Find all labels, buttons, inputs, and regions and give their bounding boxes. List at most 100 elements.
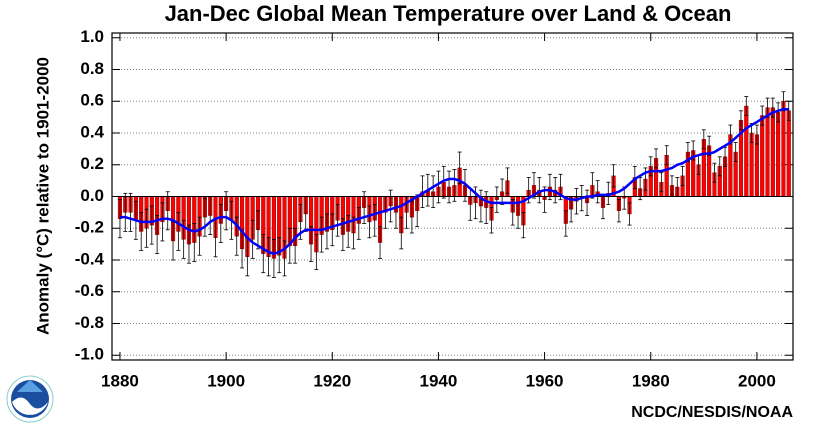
- error-bar: [648, 156, 653, 177]
- plot-frame: [111, 32, 794, 361]
- source-label: NCDC/NESDIS/NOAA: [631, 404, 793, 421]
- error-bar: [717, 156, 722, 177]
- error-bar: [786, 100, 791, 121]
- chart-title: Jan-Dec Global Mean Temperature over Lan…: [165, 1, 732, 26]
- x-tick-label: 2000: [738, 371, 776, 390]
- y-tick-label: 1.0: [80, 27, 104, 46]
- error-bar: [319, 216, 324, 253]
- error-bar: [600, 196, 605, 220]
- error-bar: [738, 110, 743, 131]
- y-tick-label: -0.6: [75, 281, 104, 300]
- error-bar: [489, 207, 494, 234]
- error-bar: [314, 234, 319, 270]
- error-bar: [117, 199, 122, 239]
- y-tick-label: 0.4: [80, 122, 104, 141]
- error-bar: [595, 180, 600, 204]
- error-bar: [505, 167, 510, 194]
- error-bar: [712, 162, 717, 183]
- bar: [786, 110, 791, 197]
- error-bar: [553, 177, 558, 204]
- error-bar: [383, 196, 388, 229]
- error-bar: [537, 177, 542, 204]
- error-bar: [128, 192, 133, 232]
- error-bar: [351, 216, 356, 250]
- error-bar: [654, 148, 659, 169]
- error-bar: [500, 178, 505, 205]
- error-bar: [293, 227, 298, 264]
- y-tick-label: -0.4: [75, 249, 105, 268]
- error-bar: [144, 208, 149, 248]
- error-bar: [436, 170, 441, 204]
- error-bar: [335, 204, 340, 237]
- x-tick-label: 1960: [526, 371, 564, 390]
- error-bar: [574, 188, 579, 215]
- y-tick-label: 0.6: [80, 91, 104, 110]
- error-bar: [186, 224, 191, 264]
- error-bar: [224, 191, 229, 231]
- error-bar: [669, 175, 674, 196]
- error-bar: [149, 205, 154, 245]
- error-bar: [733, 142, 738, 162]
- y-tick-label: -1.0: [75, 345, 104, 364]
- error-bar: [250, 219, 255, 259]
- error-bar: [261, 234, 266, 274]
- error-bar: [441, 165, 446, 199]
- error-bar: [447, 170, 452, 204]
- error-bar: [202, 197, 207, 237]
- error-bar: [457, 151, 462, 185]
- error-bar: [611, 164, 616, 188]
- error-bar: [664, 145, 669, 166]
- y-tick-label: -0.2: [75, 218, 104, 237]
- error-bar: [356, 207, 361, 240]
- y-tick-label: -0.8: [75, 313, 104, 332]
- error-bar: [701, 129, 706, 150]
- error-bar: [393, 196, 398, 229]
- error-bar: [277, 237, 282, 274]
- error-bar: [744, 96, 749, 116]
- x-tick-label: 1940: [420, 371, 458, 390]
- error-bar: [659, 172, 664, 193]
- error-bar: [330, 213, 335, 247]
- y-tick-label: 0.2: [80, 154, 104, 173]
- error-bar: [680, 165, 685, 186]
- error-bar: [563, 210, 568, 237]
- x-tick-label: 1980: [632, 371, 670, 390]
- error-bar: [139, 211, 144, 251]
- noaa-logo: [6, 375, 54, 423]
- error-bar: [271, 238, 276, 278]
- x-tick-label: 1880: [101, 371, 139, 390]
- error-bar: [494, 186, 499, 213]
- error-bar: [197, 216, 202, 256]
- error-bar: [378, 226, 383, 259]
- bar: [781, 101, 786, 197]
- error-bar: [627, 202, 632, 226]
- error-bar: [367, 205, 372, 239]
- error-bar: [754, 124, 759, 145]
- error-bar: [176, 211, 181, 251]
- error-bar: [266, 237, 271, 277]
- error-bar: [484, 191, 489, 224]
- error-bar: [388, 189, 393, 223]
- error-bar: [675, 177, 680, 197]
- error-bar: [324, 213, 329, 250]
- error-bar: [521, 211, 526, 239]
- error-bar: [632, 165, 637, 189]
- error-bar: [431, 175, 436, 209]
- y-tick-label: 0.0: [80, 186, 104, 205]
- bar: [770, 107, 775, 197]
- error-bar: [160, 202, 165, 242]
- bar: [765, 107, 770, 197]
- error-bar: [452, 169, 457, 202]
- y-axis-label: Anomaly (°C) relative to 1901-2000: [33, 57, 52, 335]
- x-tick-label: 1900: [207, 371, 245, 390]
- error-bar: [155, 215, 160, 255]
- error-bar: [208, 196, 213, 235]
- error-bar: [255, 210, 260, 250]
- error-bar: [547, 173, 552, 201]
- error-bar: [776, 102, 781, 123]
- error-bar: [590, 172, 595, 199]
- error-bar: [309, 226, 314, 262]
- error-bar: [218, 204, 223, 243]
